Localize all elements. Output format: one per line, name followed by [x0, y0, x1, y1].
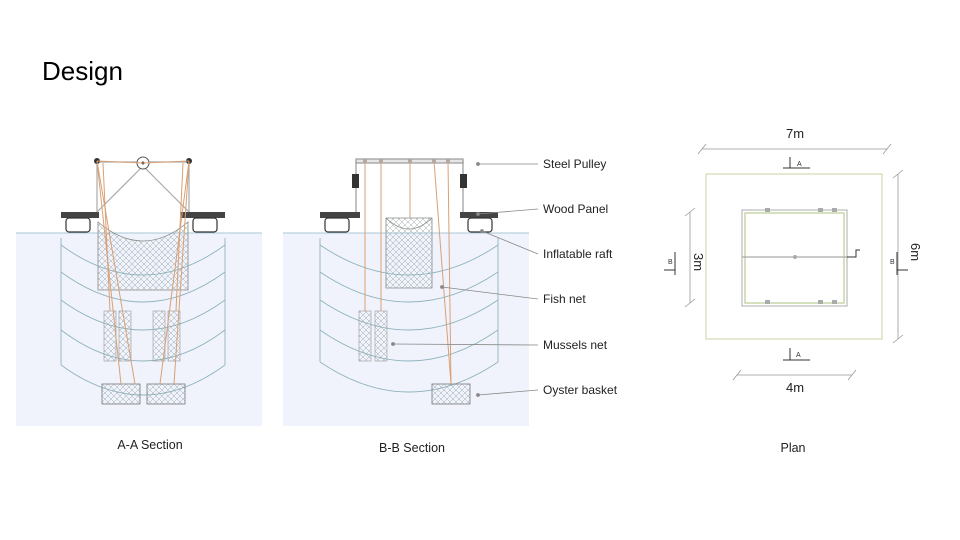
inflatable-raft-left — [65, 217, 91, 233]
plan-dim-right: 6m — [908, 243, 923, 261]
callout-leaders — [391, 162, 539, 397]
dimension-lines — [684, 143, 904, 381]
callout-fish-net: Fish net — [543, 292, 586, 306]
inflatable-raft-right — [192, 217, 218, 233]
plan-drawing: A A B B 7m 4m 3m 6m — [664, 126, 923, 395]
plan-inner-frame — [741, 209, 848, 307]
wood-panel-right — [180, 212, 225, 218]
marker-a-bottom: A — [796, 352, 801, 359]
oyster-basket — [431, 383, 471, 405]
inflatable-raft-right — [467, 217, 493, 233]
marker-b-left: B — [668, 259, 673, 266]
callout-inflatable-raft: Inflatable raft — [543, 247, 613, 261]
marker-a-top: A — [797, 161, 802, 168]
wood-panel-left — [61, 212, 99, 218]
plan-dim-top: 7m — [786, 126, 804, 141]
caption-plan: Plan — [780, 441, 806, 455]
callout-wood-panel: Wood Panel — [543, 202, 609, 216]
callout-steel-pulley: Steel Pulley — [543, 157, 607, 171]
caption-section-aa: A-A Section — [117, 438, 183, 452]
mussels-net — [358, 310, 372, 362]
marker-b-right: B — [890, 259, 895, 266]
section-markers — [664, 157, 908, 361]
callout-oyster-basket: Oyster basket — [543, 383, 618, 397]
ropes — [364, 160, 452, 385]
inflatable-raft-left — [324, 217, 350, 233]
fish-net — [385, 217, 433, 289]
slide-title: Design — [42, 56, 123, 86]
wood-panel-left — [320, 212, 360, 218]
callout-mussels-net: Mussels net — [543, 338, 608, 352]
fish-net — [97, 221, 189, 291]
section-bb-drawing — [283, 158, 539, 426]
caption-section-bb: B-B Section — [378, 441, 445, 455]
oyster-basket — [101, 383, 141, 405]
ropes — [96, 160, 190, 385]
plan-dim-left: 3m — [691, 253, 706, 271]
plan-dim-bottom: 4m — [786, 380, 804, 395]
section-aa-drawing — [16, 156, 262, 426]
